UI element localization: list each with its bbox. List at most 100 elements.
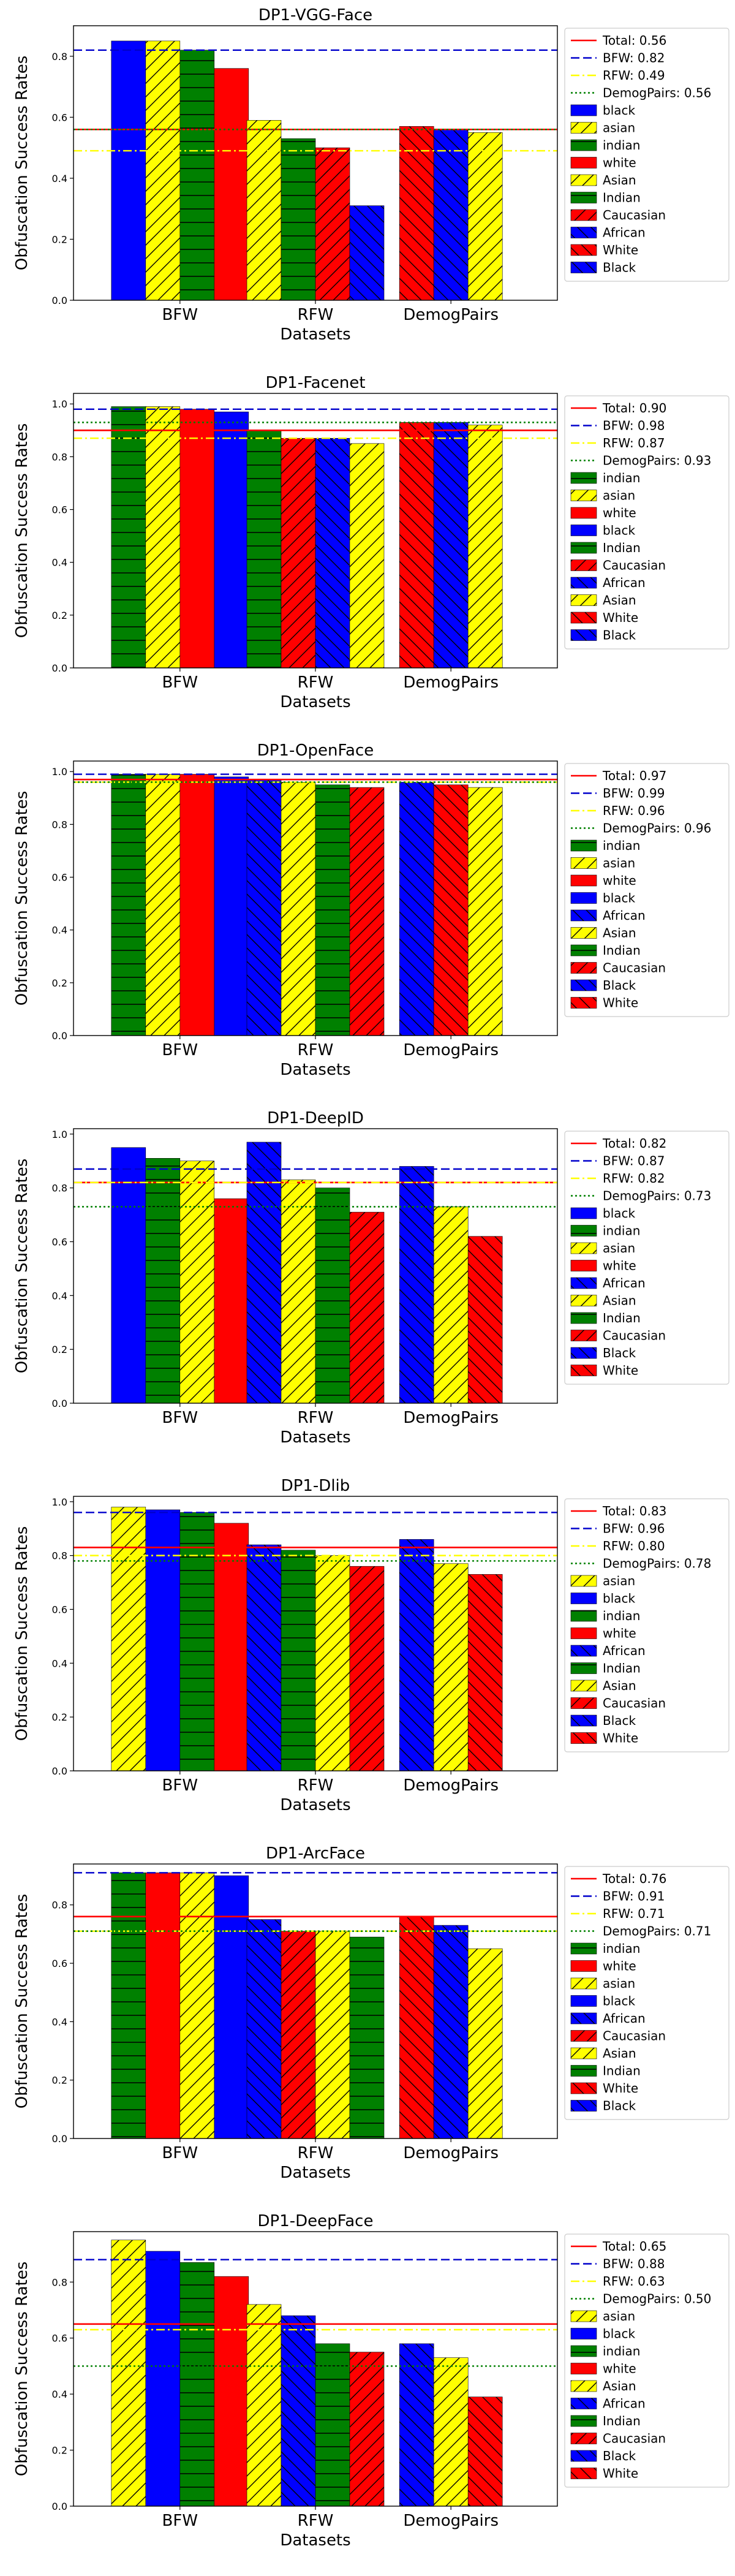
legend-label: RFW: 0.87 xyxy=(603,436,665,450)
legend-swatch-black xyxy=(570,2328,597,2339)
y-tick-label: 0.0 xyxy=(52,1398,67,1409)
legend-label: Indian xyxy=(603,2064,641,2078)
legend-swatch-african xyxy=(570,1277,597,1289)
x-axis-label: Datasets xyxy=(280,1796,350,1814)
legend-label: African xyxy=(603,225,646,240)
bar-demogpairs-asian xyxy=(433,1207,469,1404)
bar-rfw-indian xyxy=(315,1188,350,1404)
bar-rfw-caucasian xyxy=(349,1211,385,1404)
bar-demogpairs-black xyxy=(399,1539,434,1771)
legend-swatch-white xyxy=(570,1960,597,1972)
legend-label: BFW: 0.98 xyxy=(603,419,665,433)
legend-label: Total: 0.56 xyxy=(602,33,666,48)
legend-label: black xyxy=(603,1591,636,1606)
legend-label: BFW: 0.99 xyxy=(603,786,665,801)
legend-label: Asian xyxy=(603,1678,636,1693)
legend-label: BFW: 0.96 xyxy=(603,1521,665,1536)
bar-bfw-asian xyxy=(145,774,181,1036)
legend-label: white xyxy=(603,506,636,520)
bar-bfw-asian xyxy=(179,1872,215,2139)
chart-panel-dp1-deepid: DP1-DeepID BFW RFW DemogPairs 0.0 0.2 0.4 0.6 0.… xyxy=(13,1109,729,1447)
legend-swatch-asian xyxy=(570,594,597,606)
legend-swatch-white xyxy=(570,1732,597,1744)
legend-label: Black xyxy=(603,978,636,993)
legend-swatch-black xyxy=(570,1347,597,1359)
legend-label: RFW: 0.63 xyxy=(603,2274,665,2289)
bar-demogpairs-black xyxy=(433,422,469,669)
bar-rfw-caucasian xyxy=(349,1566,385,1771)
bar-bfw-black xyxy=(214,776,249,1036)
legend-swatch-caucasian xyxy=(570,962,597,974)
bar-bfw-white xyxy=(214,2276,249,2507)
y-tick-label: 0.8 xyxy=(52,819,67,830)
x-tick-label: RFW xyxy=(298,1409,334,1427)
legend-label: Caucasian xyxy=(603,2431,666,2446)
y-axis-label: Obfuscation Success Rates xyxy=(13,56,31,271)
legend-label: white xyxy=(603,873,636,888)
x-tick-label: DemogPairs xyxy=(403,1409,499,1427)
legend-label: White xyxy=(603,1363,638,1378)
y-tick-label: 0.0 xyxy=(52,1030,67,1042)
y-tick-label: 0.2 xyxy=(52,977,67,989)
y-tick-label: 0.2 xyxy=(52,2075,67,2086)
legend-label: African xyxy=(603,1643,646,1658)
x-tick-label: BFW xyxy=(162,1409,198,1427)
x-tick-label: RFW xyxy=(298,673,334,692)
legend-label: White xyxy=(603,996,638,1010)
legend-swatch-black xyxy=(570,1207,597,1219)
bar-rfw-indian xyxy=(281,1550,316,1771)
bar-rfw-asian xyxy=(246,2304,282,2507)
legend-label: indian xyxy=(603,471,640,485)
y-axis-label: Obfuscation Success Rates xyxy=(13,1159,31,1374)
legend-label: black xyxy=(603,103,636,118)
legend-swatch-asian xyxy=(570,2310,597,2322)
legend-label: Caucasian xyxy=(603,1328,666,1343)
x-tick-label: DemogPairs xyxy=(403,2512,499,2530)
chart-title: DP1-Dlib xyxy=(281,1477,350,1495)
legend-swatch-black xyxy=(570,262,597,273)
legend-label: black xyxy=(603,1994,636,2009)
x-tick-label: RFW xyxy=(298,1776,334,1795)
plot-frame xyxy=(73,2231,558,2507)
legend-label: asian xyxy=(603,488,635,503)
legend-label: Total: 0.76 xyxy=(602,1871,666,1886)
legend-swatch-asian xyxy=(570,122,597,134)
legend-swatch-african xyxy=(570,227,597,238)
legend-label: Total: 0.82 xyxy=(602,1136,666,1151)
x-axis-label: Datasets xyxy=(280,2531,350,2550)
legend-swatch-white xyxy=(570,612,597,624)
chart-title: DP1-DeepID xyxy=(267,1109,364,1127)
legend-label: indian xyxy=(603,1224,640,1238)
legend-label: Total: 0.90 xyxy=(602,401,666,415)
chart-panel-dp1-vgg-face: DP1-VGG-Face BFW RFW DemogPairs 0.0 0.2 0.4 0.6… xyxy=(13,6,729,344)
y-axis-label: Obfuscation Success Rates xyxy=(13,2262,31,2477)
bar-rfw-asian xyxy=(349,443,385,669)
legend-label: Indian xyxy=(603,1661,641,1676)
legend-swatch-asian xyxy=(570,1575,597,1587)
bar-demogpairs-black xyxy=(399,782,434,1036)
plot-frame xyxy=(73,1863,558,2139)
legend-label: White xyxy=(603,2466,638,2481)
bar-demogpairs-asian xyxy=(467,425,503,669)
x-axis-label: Datasets xyxy=(280,1428,350,1447)
y-tick-label: 0.6 xyxy=(52,2333,67,2344)
x-tick-label: DemogPairs xyxy=(403,1041,499,1059)
legend-label: white xyxy=(603,2362,636,2376)
legend-box xyxy=(564,1131,729,1385)
bar-rfw-indian xyxy=(315,2343,350,2507)
bar-bfw-black xyxy=(214,1875,249,2139)
y-tick-label: 0.6 xyxy=(52,112,67,123)
legend-label: Caucasian xyxy=(603,961,666,975)
legend-label: Asian xyxy=(603,2046,636,2061)
legend-label: African xyxy=(603,908,646,923)
legend-swatch-black xyxy=(570,525,597,536)
legend-swatch-asian xyxy=(570,2380,597,2392)
y-tick-label: 0.0 xyxy=(52,1765,67,1777)
bar-rfw-caucasian xyxy=(281,438,316,669)
bar-rfw-african xyxy=(281,2315,316,2507)
legend-swatch-white xyxy=(570,2468,597,2479)
legend-box xyxy=(564,2233,729,2488)
y-tick-label: 0.8 xyxy=(52,1900,67,1911)
legend-swatch-white xyxy=(570,997,597,1009)
bar-bfw-asian xyxy=(111,1507,146,1771)
